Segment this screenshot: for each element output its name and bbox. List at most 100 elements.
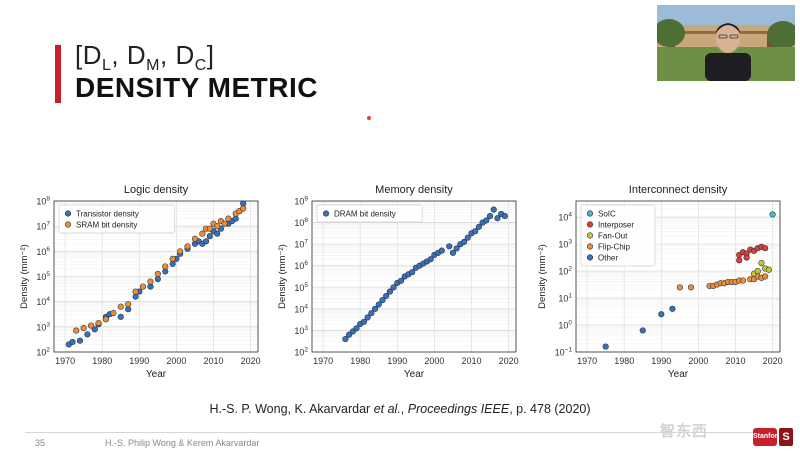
series-soic: [769, 211, 776, 218]
y-tick-base: 10: [294, 240, 304, 250]
data-point: [184, 243, 191, 250]
legend-label: Fan-Out: [598, 232, 628, 241]
y-tick-exponent: 2: [304, 347, 308, 354]
x-tick-label: 2020: [763, 356, 783, 366]
data-point: [602, 343, 609, 350]
data-point: [177, 248, 184, 255]
citation: H.-S. P. Wong, K. Akarvardar et al., Pro…: [209, 402, 591, 416]
webcam-video-feed: [657, 5, 795, 81]
data-point: [427, 256, 434, 263]
y-tick-exponent: 6: [304, 260, 308, 267]
legend-label: SoIC: [598, 210, 616, 219]
y-tick-label: 106: [294, 260, 308, 271]
y-axis-label: Density (mm⁻²): [537, 244, 548, 309]
series-dram-bit-density: [342, 206, 508, 343]
legend-label: Interposer: [598, 221, 634, 230]
x-axis-label: Year: [404, 369, 425, 380]
y-tick-base: 10: [36, 197, 46, 207]
data-point: [84, 331, 91, 338]
legend-box: [316, 204, 423, 223]
data-point: [368, 310, 375, 317]
data-point: [446, 243, 453, 250]
data-point: [76, 337, 84, 344]
data-point: [397, 277, 405, 284]
y-tick-base: 10: [36, 222, 46, 232]
y-tick-exponent: 4: [46, 296, 50, 303]
series-other: [602, 305, 676, 350]
data-point: [169, 255, 176, 262]
y-tick-exponent: 8: [304, 217, 308, 224]
data-point: [490, 206, 497, 213]
footer-authors: H.-S. Philip Wong & Kerem Akarvardar: [105, 438, 260, 448]
data-point: [762, 273, 769, 280]
data-point: [102, 316, 110, 323]
x-tick-label: 1970: [313, 356, 333, 366]
y-tick-label: 102: [558, 266, 572, 277]
y-tick-exponent: 5: [46, 271, 50, 278]
y-tick-label: 10−1: [555, 347, 573, 358]
data-point: [360, 318, 368, 325]
y-tick-base: 10: [36, 247, 46, 257]
title-accent-bar: [55, 45, 61, 103]
y-tick-label: 102: [36, 347, 50, 358]
y-tick-label: 108: [36, 196, 50, 207]
x-tick-label: 2020: [499, 356, 519, 366]
y-tick-label: 104: [36, 296, 50, 307]
plot-frame: [53, 200, 259, 353]
legend-box: [580, 204, 656, 267]
laser-pointer-dot: [367, 116, 371, 120]
data-point: [758, 259, 765, 267]
y-tick-base: 10: [558, 213, 568, 223]
y-tick-label: 108: [294, 217, 308, 228]
y-tick-base: 10: [36, 348, 46, 358]
data-point: [449, 249, 457, 256]
data-point: [379, 297, 386, 304]
data-point: [438, 247, 445, 254]
y-tick-label: 106: [36, 246, 50, 257]
data-point: [91, 326, 98, 333]
y-tick-exponent: 0: [568, 320, 572, 327]
x-tick-label: 1990: [387, 356, 407, 366]
watermark-text: 智东西: [660, 423, 709, 440]
x-tick-label: 1990: [651, 356, 671, 366]
legend-marker: [586, 210, 594, 217]
y-tick-label: 109: [294, 196, 308, 207]
y-tick-base: 10: [558, 321, 568, 331]
y-tick-exponent: −1: [565, 347, 573, 354]
page-number: 35: [35, 438, 46, 448]
y-tick-exponent: 8: [46, 196, 50, 203]
stanford-logo: Stanford: [753, 428, 782, 446]
legend-marker: [586, 232, 594, 239]
data-point: [214, 223, 221, 230]
data-point: [117, 303, 124, 310]
y-tick-exponent: 5: [304, 282, 308, 289]
legend-marker: [586, 254, 594, 261]
data-point: [743, 254, 750, 261]
y-tick-exponent: 3: [46, 321, 50, 328]
y-tick-label: 105: [36, 271, 50, 282]
chart-title: Interconnect density: [629, 184, 728, 196]
data-point: [147, 278, 154, 285]
data-point: [191, 235, 199, 242]
x-axis-label: Year: [146, 369, 167, 380]
plot-frame: [575, 200, 781, 353]
legend-marker: [322, 210, 330, 217]
x-tick-label: 1980: [614, 356, 634, 366]
data-point: [501, 213, 508, 220]
legend: DRAM bit density: [316, 204, 423, 223]
data-point: [762, 245, 769, 252]
y-axis-label: Density (mm⁻²): [277, 244, 288, 309]
y-tick-exponent: 9: [304, 196, 308, 203]
x-tick-label: 1980: [350, 356, 370, 366]
data-point: [110, 309, 117, 317]
chart-title: Memory density: [375, 184, 453, 196]
y-tick-base: 10: [558, 294, 568, 304]
x-tick-label: 1990: [129, 356, 149, 366]
data-point: [214, 230, 221, 237]
data-point: [353, 325, 360, 332]
legend-marker: [64, 221, 72, 228]
presenter-webcam: [657, 5, 795, 81]
y-tick-label: 102: [294, 347, 308, 358]
